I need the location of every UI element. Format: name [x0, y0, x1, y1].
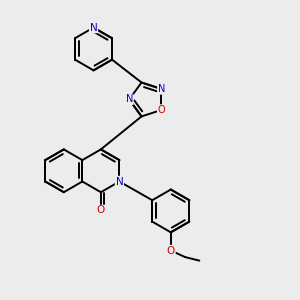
Text: N: N	[90, 22, 98, 32]
Text: O: O	[167, 245, 175, 256]
Text: O: O	[158, 105, 165, 115]
Text: N: N	[116, 176, 123, 187]
Text: N: N	[125, 94, 133, 104]
Text: O: O	[97, 206, 105, 215]
Text: N: N	[158, 84, 165, 94]
